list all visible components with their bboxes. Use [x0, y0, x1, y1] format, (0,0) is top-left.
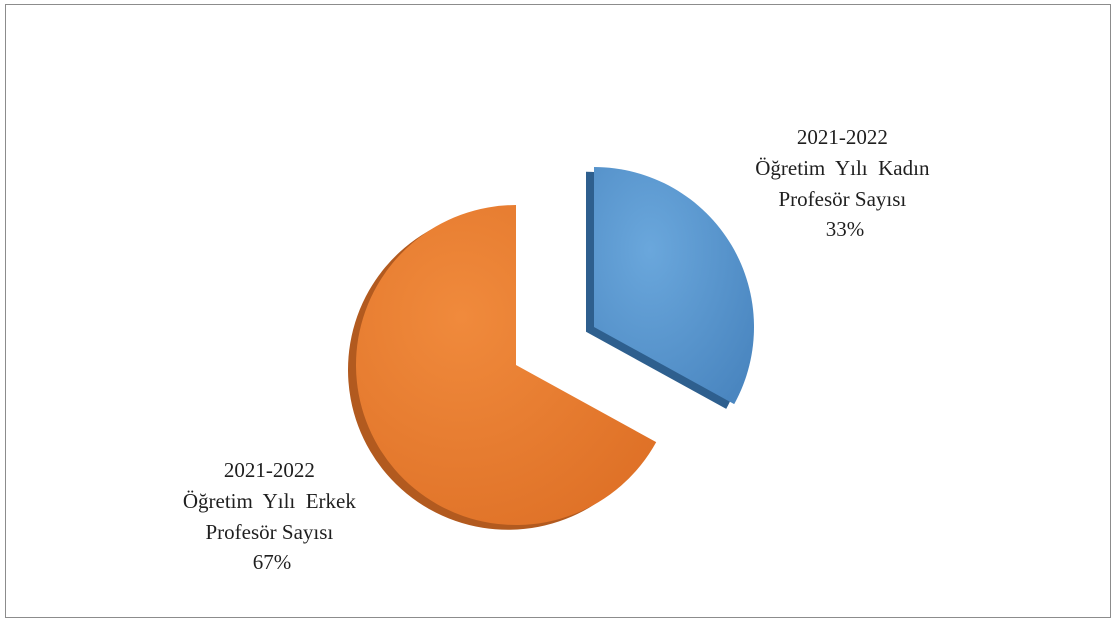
slice-label-kadin: 2021-2022 Öğretim Yılı Kadın Profesör Sa… — [755, 125, 934, 241]
slice-label-erkek-line-2: Öğretim Yılı Erkek — [183, 489, 357, 513]
slice-label-erkek-line-1: 2021-2022 — [224, 458, 315, 482]
slice-label-erkek: 2021-2022 Öğretim Yılı Erkek Profesör Sa… — [183, 458, 361, 574]
slice-label-kadin-line-3: Profesör Sayısı — [779, 187, 907, 211]
slice-label-kadin-line-2: Öğretim Yılı Kadın — [755, 156, 930, 180]
slice-label-kadin-line-1: 2021-2022 — [797, 125, 888, 149]
slice-label-erkek-line-3: Profesör Sayısı — [206, 520, 334, 544]
pie-slice-kadin — [594, 167, 755, 405]
slice-label-erkek-percent: 67% — [253, 550, 292, 574]
slice-label-kadin-percent: 33% — [826, 217, 865, 241]
pie-slice-erkek — [356, 205, 657, 525]
